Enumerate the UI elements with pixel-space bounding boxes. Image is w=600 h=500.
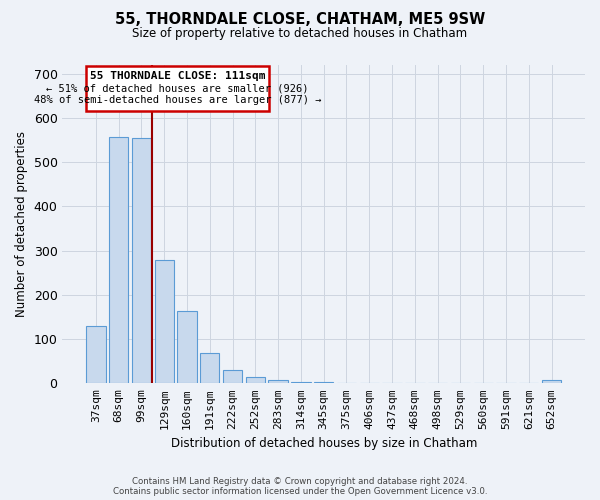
Y-axis label: Number of detached properties: Number of detached properties <box>15 131 28 317</box>
Bar <box>200 353 220 384</box>
Text: Contains HM Land Registry data © Crown copyright and database right 2024.: Contains HM Land Registry data © Crown c… <box>132 477 468 486</box>
Bar <box>132 138 151 384</box>
Bar <box>314 382 334 384</box>
Bar <box>155 260 174 384</box>
Text: ← 51% of detached houses are smaller (926): ← 51% of detached houses are smaller (92… <box>46 84 308 94</box>
Text: 55 THORNDALE CLOSE: 111sqm: 55 THORNDALE CLOSE: 111sqm <box>89 70 265 81</box>
Bar <box>268 380 288 384</box>
Bar <box>245 376 265 384</box>
Text: Size of property relative to detached houses in Chatham: Size of property relative to detached ho… <box>133 28 467 40</box>
Bar <box>178 311 197 384</box>
X-axis label: Distribution of detached houses by size in Chatham: Distribution of detached houses by size … <box>170 437 477 450</box>
Bar <box>542 380 561 384</box>
Bar <box>86 326 106 384</box>
Bar <box>223 370 242 384</box>
Text: Contains public sector information licensed under the Open Government Licence v3: Contains public sector information licen… <box>113 487 487 496</box>
Text: 48% of semi-detached houses are larger (877) →: 48% of semi-detached houses are larger (… <box>34 96 321 106</box>
Bar <box>291 382 311 384</box>
Bar <box>109 136 128 384</box>
FancyBboxPatch shape <box>86 66 269 112</box>
Text: 55, THORNDALE CLOSE, CHATHAM, ME5 9SW: 55, THORNDALE CLOSE, CHATHAM, ME5 9SW <box>115 12 485 28</box>
